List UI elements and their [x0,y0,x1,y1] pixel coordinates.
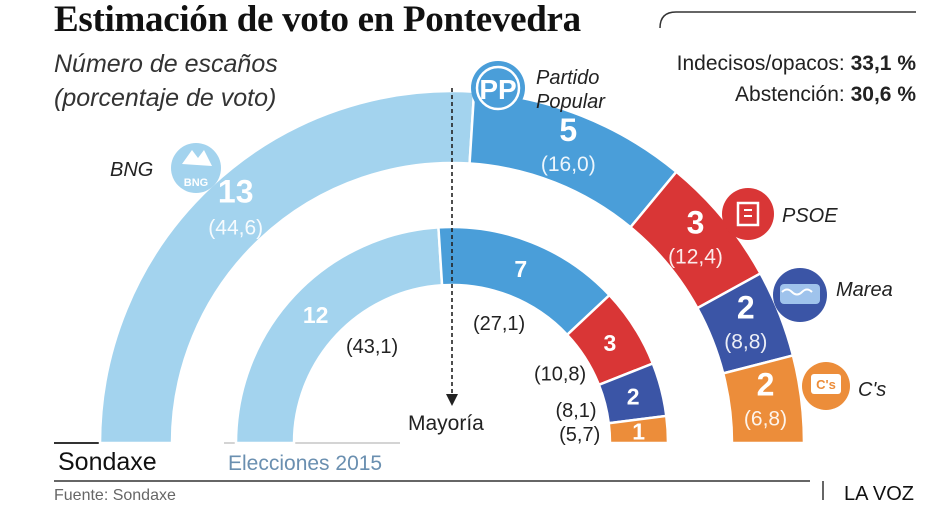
svg-text:C's: C's [816,377,836,392]
seat-label-2015-bng: 12 [303,302,329,328]
bng-logo-icon: BNG [171,143,221,193]
undecided-label: Indecisos/opacos: [676,52,845,75]
party-name-pp-line1: Partido [536,67,599,89]
series-label-sondaxe: Sondaxe [58,448,157,476]
percent-label-sondaxe-bng: (44,6) [208,217,263,240]
arc-segment-2015-bng [234,226,444,445]
svg-text:PP: PP [479,74,516,105]
undecided-stat: Indecisos/opacos: 33,1 % [677,52,916,76]
undecided-value: 33,1 % [850,52,916,75]
seat-label-sondaxe-cs: 2 [757,366,775,402]
abstention-stat: Abstención: 30,6 % [735,83,916,107]
party-name-bng: BNG [110,159,153,181]
seat-label-2015-cs: 1 [632,418,645,444]
series-label-2015: Elecciones 2015 [228,452,382,475]
percent-label-sondaxe-pp: (16,0) [541,153,596,176]
svg-text:BNG: BNG [184,177,208,189]
party-name-marea: Marea [836,279,893,301]
title-frame-line [659,11,916,29]
majority-label: Mayoría [408,412,484,435]
majority-arrow-icon [446,394,458,406]
percent-label-2015-marea: (8,1) [555,400,596,422]
pp-logo-icon: PP [471,61,525,115]
subtitle-line-2: (porcentaje de voto) [54,84,277,112]
percent-label-2015-psoe: (10,8) [534,363,586,385]
marea-logo-icon [773,268,827,322]
subtitle-line-1: Número de escaños [54,50,278,78]
percent-label-sondaxe-psoe: (12,4) [668,246,723,269]
brand-label: LA VOZ [843,483,914,505]
source-note: Fuente: Sondaxe [54,487,176,504]
cs-logo-icon: C's [802,362,850,410]
seat-label-2015-pp: 7 [514,256,527,282]
seat-arcs [98,89,806,445]
seat-label-sondaxe-pp: 5 [559,112,577,148]
arc-segment-2015-cs [607,414,670,445]
percent-label-sondaxe-marea: (8,8) [724,331,767,354]
psoe-logo-icon [722,188,774,240]
seat-label-sondaxe-bng: 13 [218,174,254,210]
arc-segment-sondaxe-cs [721,353,806,445]
arc-labels: 13(44,6)5(16,0)3(12,4)2(8,8)2(6,8)12(43,… [208,112,787,446]
seat-label-sondaxe-psoe: 3 [687,205,705,241]
percent-label-sondaxe-cs: (6,8) [744,407,787,430]
percent-label-2015-pp: (27,1) [473,313,525,335]
party-name-cs: C's [858,379,886,401]
seat-label-sondaxe-marea: 2 [737,290,755,326]
party-name-psoe: PSOE [782,205,838,227]
percent-label-2015-bng: (43,1) [346,336,398,358]
abstention-value: 30,6 % [850,83,916,106]
percent-label-2015-cs: (5,7) [559,424,600,446]
seat-label-2015-marea: 2 [627,384,640,410]
abstention-label: Abstención: [735,83,845,106]
seat-label-2015-psoe: 3 [604,330,617,356]
party-name-pp-line2: Popular [536,91,606,113]
chart-title: Estimación de voto en Pontevedra [54,0,581,40]
